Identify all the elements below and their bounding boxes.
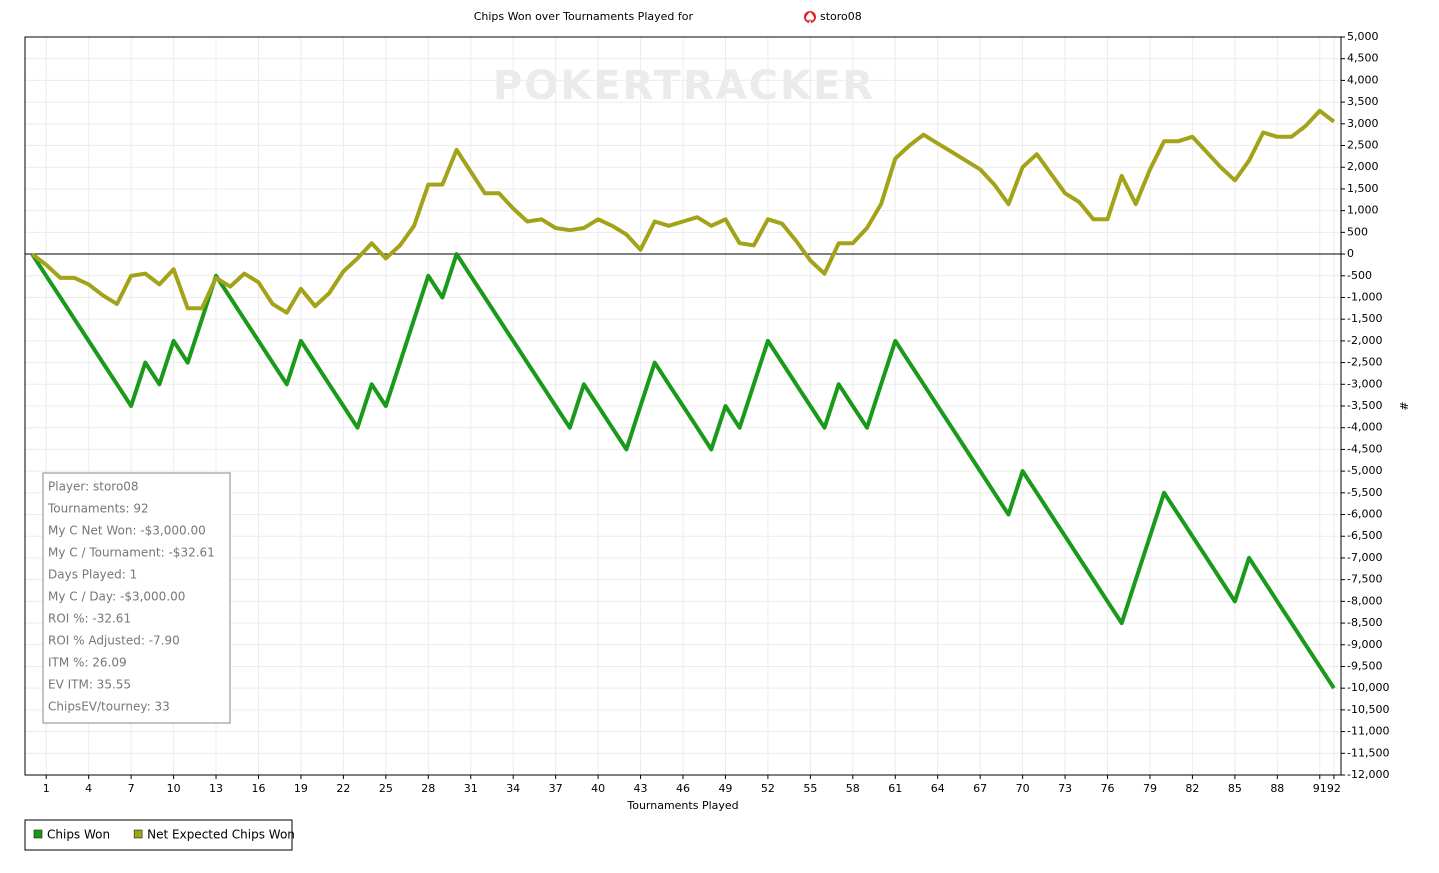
x-tick-label: 4 bbox=[85, 782, 92, 795]
y-tick-label: 2,000 bbox=[1347, 160, 1379, 173]
y-tick-label: -7,500 bbox=[1347, 573, 1382, 586]
y-tick-label: -11,500 bbox=[1347, 746, 1389, 759]
x-tick-label: 67 bbox=[973, 782, 987, 795]
x-tick-label: 40 bbox=[591, 782, 605, 795]
x-tick-label: 88 bbox=[1270, 782, 1284, 795]
x-tick-label: 91 bbox=[1313, 782, 1327, 795]
info-line: ChipsEV/tourney: 33 bbox=[48, 700, 170, 714]
series-line bbox=[30, 108, 1336, 315]
grid bbox=[25, 36, 1341, 776]
chart-title: Chips Won over Tournaments Played for bbox=[474, 10, 694, 23]
y-tick-label: 4,500 bbox=[1347, 52, 1379, 65]
y-tick-label: -8,500 bbox=[1347, 616, 1382, 629]
x-tick-label: 43 bbox=[634, 782, 648, 795]
y-tick-label: 0 bbox=[1347, 247, 1354, 260]
info-line: ITM %: 26.09 bbox=[48, 656, 127, 670]
legend-swatch bbox=[33, 829, 43, 839]
y-tick-label: -2,000 bbox=[1347, 334, 1382, 347]
chart-player: storo08 bbox=[820, 10, 862, 23]
y-tick-label: -10,500 bbox=[1347, 703, 1389, 716]
y-tick-label: -4,500 bbox=[1347, 442, 1382, 455]
x-tick-label: 1 bbox=[43, 782, 50, 795]
y-tick-label: 1,500 bbox=[1347, 182, 1379, 195]
y-tick-label: -11,000 bbox=[1347, 725, 1389, 738]
y-tick-label: 5,000 bbox=[1347, 30, 1379, 43]
x-tick-label: 13 bbox=[209, 782, 223, 795]
y-tick-label: -3,000 bbox=[1347, 377, 1382, 390]
y-tick-label: -2,500 bbox=[1347, 356, 1382, 369]
info-box bbox=[42, 472, 231, 724]
x-tick-label: 55 bbox=[803, 782, 817, 795]
x-tick-label: 28 bbox=[421, 782, 435, 795]
y-tick-label: -6,500 bbox=[1347, 529, 1382, 542]
spade-icon bbox=[804, 11, 816, 23]
y-axis-label: # bbox=[1397, 401, 1410, 410]
x-tick-label: 10 bbox=[167, 782, 181, 795]
info-line: EV ITM: 35.55 bbox=[48, 678, 131, 692]
x-tick-label: 58 bbox=[846, 782, 860, 795]
info-line: Player: storo08 bbox=[48, 480, 139, 494]
y-tick-label: -8,000 bbox=[1347, 594, 1382, 607]
y-tick-label: -500 bbox=[1347, 269, 1372, 282]
y-tick-label: -5,000 bbox=[1347, 464, 1382, 477]
y-tick-label: -7,000 bbox=[1347, 551, 1382, 564]
series-line bbox=[30, 252, 1336, 690]
y-tick-label: -6,000 bbox=[1347, 508, 1382, 521]
x-tick-label: 76 bbox=[1101, 782, 1115, 795]
x-tick-label: 61 bbox=[888, 782, 902, 795]
x-tick-label: 73 bbox=[1058, 782, 1072, 795]
y-tick-label: -5,500 bbox=[1347, 486, 1382, 499]
x-tick-label: 64 bbox=[931, 782, 945, 795]
info-line: ROI % Adjusted: -7.90 bbox=[48, 634, 180, 648]
x-tick-label: 19 bbox=[294, 782, 308, 795]
x-tick-label: 16 bbox=[251, 782, 265, 795]
y-tick-label: -12,000 bbox=[1347, 768, 1389, 781]
x-tick-label: 79 bbox=[1143, 782, 1157, 795]
legend-swatch bbox=[133, 829, 143, 839]
y-tick-label: -3,500 bbox=[1347, 399, 1382, 412]
legend-box bbox=[24, 819, 293, 851]
y-tick-label: 500 bbox=[1347, 225, 1368, 238]
x-tick-label: 52 bbox=[761, 782, 775, 795]
y-tick-label: -1,500 bbox=[1347, 312, 1382, 325]
y-tick-label: 2,500 bbox=[1347, 139, 1379, 152]
y-tick-label: 4,000 bbox=[1347, 73, 1379, 86]
x-tick-label: 92 bbox=[1327, 782, 1341, 795]
y-tick-label: -1,000 bbox=[1347, 290, 1382, 303]
x-tick-label: 7 bbox=[128, 782, 135, 795]
info-line: My C Net Won: -$3,000.00 bbox=[48, 524, 206, 538]
info-line: Days Played: 1 bbox=[48, 568, 137, 582]
info-line: ROI %: -32.61 bbox=[48, 612, 131, 626]
y-tick-label: -9,500 bbox=[1347, 659, 1382, 672]
x-axis-label: Tournaments Played bbox=[626, 799, 738, 812]
y-tick-label: 1,000 bbox=[1347, 204, 1379, 217]
x-tick-label: 82 bbox=[1185, 782, 1199, 795]
x-tick-label: 22 bbox=[336, 782, 350, 795]
x-tick-label: 25 bbox=[379, 782, 393, 795]
plot-frame bbox=[24, 36, 1342, 776]
legend-label: Net Expected Chips Won bbox=[147, 828, 295, 842]
legend-label: Chips Won bbox=[47, 828, 110, 842]
info-line: Tournaments: 92 bbox=[47, 502, 149, 516]
info-line: My C / Day: -$3,000.00 bbox=[48, 590, 185, 604]
y-tick-label: 3,500 bbox=[1347, 95, 1379, 108]
x-tick-label: 34 bbox=[506, 782, 520, 795]
y-tick-label: -4,000 bbox=[1347, 421, 1382, 434]
x-tick-label: 46 bbox=[676, 782, 690, 795]
x-tick-label: 85 bbox=[1228, 782, 1242, 795]
x-tick-label: 37 bbox=[549, 782, 563, 795]
x-tick-label: 31 bbox=[464, 782, 478, 795]
info-line: My C / Tournament: -$32.61 bbox=[48, 546, 215, 560]
x-tick-label: 70 bbox=[1016, 782, 1030, 795]
y-tick-label: -9,000 bbox=[1347, 638, 1382, 651]
icon-spade bbox=[806, 12, 814, 23]
y-tick-label: -10,000 bbox=[1347, 681, 1389, 694]
y-tick-label: 3,000 bbox=[1347, 117, 1379, 130]
x-tick-label: 49 bbox=[718, 782, 732, 795]
